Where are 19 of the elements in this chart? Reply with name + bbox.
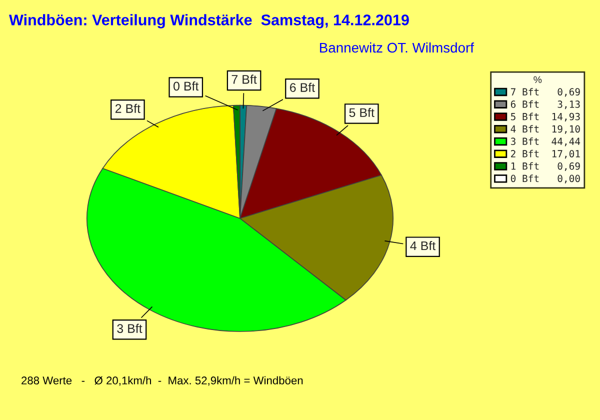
slice-label: 4 Bft [410,241,436,250]
text: 7 Bft 0,69 [510,88,580,97]
text: 3 Bft 44,44 [510,137,580,146]
slice-label: 5 Bft [349,108,374,118]
legend-title: % [534,76,542,84]
text: 2 Bft 17,01 [511,150,580,159]
text: 5 Bft 14,93 [510,112,580,122]
slice-label: 3 Bft [117,324,142,333]
category-label: 0 Bft [174,81,199,91]
slice-label: 7 Bft [232,74,257,84]
chart-title: Windböen: Verteilung Windstärke Samstag, 14.12.2019 [9,14,409,28]
text: 6 Bft 3,13 [510,100,580,110]
slice-label: 6 Bft [290,82,315,92]
legend-label: 1 Bft 0,69 [511,162,580,171]
text: 4 Bft 19,10 [510,125,580,134]
chart-subtitle: Bannewitz OT. Wilmsdorf [320,42,474,53]
slice-label: 2 Bft [115,104,140,113]
text: 0 Bft 0,00 [510,174,580,184]
text: 288 Werte - Ø 20,1km/h - Max. 52,9km/h = Windböen [22,376,303,386]
